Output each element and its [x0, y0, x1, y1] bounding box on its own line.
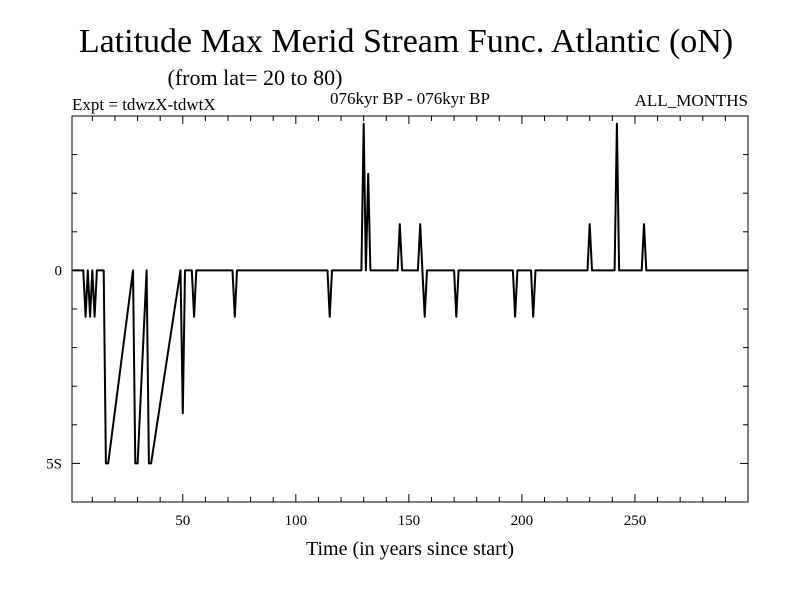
x-tick-label: 250: [624, 513, 647, 529]
series-line-lat_max: [72, 122, 748, 465]
y-tick-label: 5S: [46, 456, 62, 472]
period-label: 076kyr BP - 076kyr BP: [330, 89, 490, 108]
plot-frame: [71, 115, 749, 503]
ticks: 50 100 150 200 250 0 5S: [46, 116, 748, 529]
x-axis-label: Time (in years since start): [306, 538, 514, 560]
series-layer: [72, 122, 748, 465]
chart-subtitle: (from lat= 20 to 80): [168, 65, 343, 90]
axes: [71, 115, 749, 503]
x-tick-label: 100: [285, 513, 308, 529]
x-tick-label: 200: [511, 513, 534, 529]
months-label: ALL_MONTHS: [635, 91, 748, 110]
chart-title: Latitude Max Merid Stream Func. Atlantic…: [79, 23, 733, 60]
x-tick-label: 150: [398, 513, 421, 529]
x-tick-label: 50: [175, 513, 190, 529]
experiment-label: Expt = tdwzX-tdwtX: [72, 95, 216, 114]
y-tick-label: 0: [55, 263, 63, 279]
